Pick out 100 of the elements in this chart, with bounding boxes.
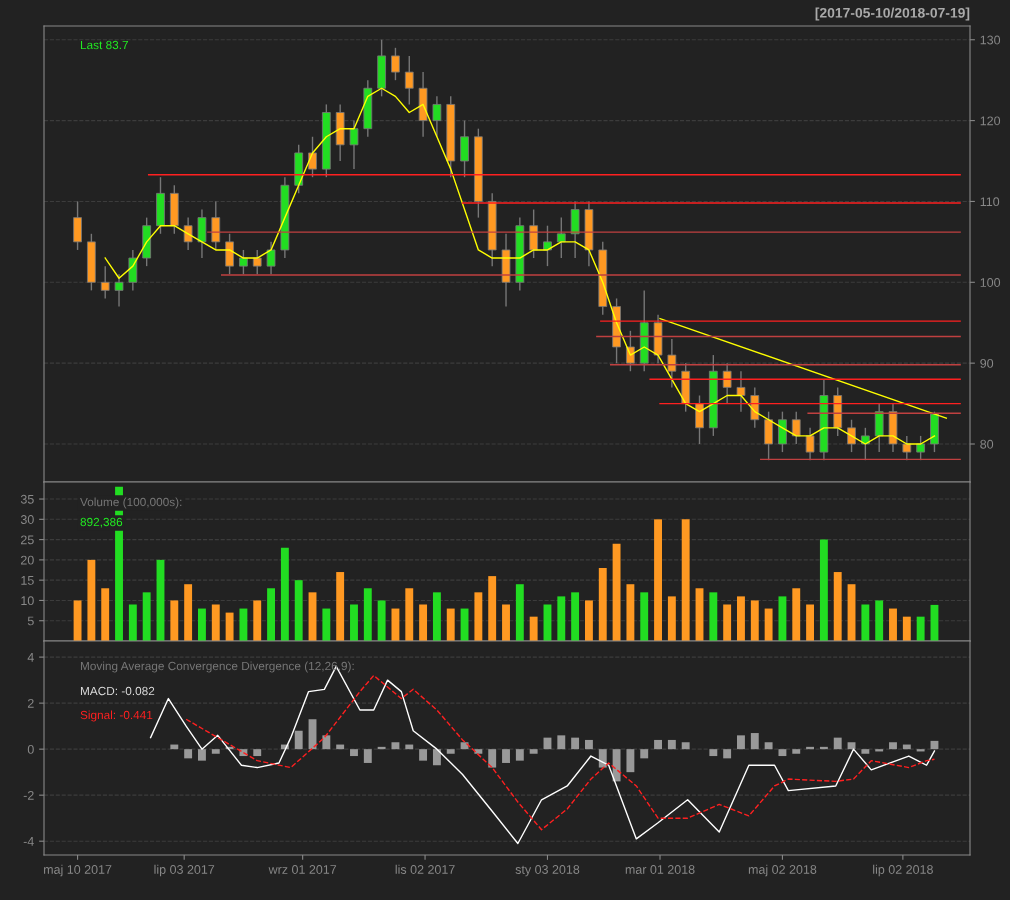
bar [280,547,289,641]
candlestick [902,435,912,461]
annotation: Last 83.7 [80,40,128,50]
bar [737,596,745,641]
bar [294,730,303,750]
bar [889,608,897,641]
bar [598,749,607,768]
x-tick-label: lip 03 2017 [154,864,215,877]
bar [377,600,386,641]
candlestick [860,427,870,461]
y-tick-label: 0 [27,744,34,754]
bar [889,742,897,750]
candlestick [100,265,110,300]
bar [861,749,870,754]
annotation: Volume (100,000s): [80,497,182,509]
candlestick [391,47,400,81]
bar [833,737,842,750]
bar [502,749,510,763]
bar [184,584,193,641]
candlestick [404,55,414,106]
y-tick-label: 30 [20,515,34,524]
bar [211,604,220,641]
x-tick-label: sty 03 2018 [515,865,580,877]
bar [502,604,510,641]
bar [667,739,676,750]
bar [515,749,524,761]
y-tick-label: 90 [980,358,994,368]
candlestick [791,410,801,445]
bar [557,596,566,641]
candlestick [722,362,732,405]
bar [681,519,690,641]
y-tick-label: 80 [980,439,994,449]
bar [253,749,262,757]
bar [723,604,732,641]
bar [626,584,635,641]
bar [764,608,773,641]
bar [819,539,828,641]
annotation: Signal: -0.441 [80,710,153,722]
bar [211,749,220,754]
bar [750,600,759,641]
candlestick [626,330,635,372]
candlestick [252,249,262,275]
bar [654,519,662,641]
bar [488,749,497,768]
bar [667,596,676,641]
candlestick [114,273,124,308]
bar [446,749,455,754]
bar [861,604,870,641]
bar [184,749,193,759]
candlestick [556,216,566,259]
bar [322,608,331,641]
y-tick-label: 4 [27,653,34,662]
bar [350,749,358,757]
bar [557,735,566,750]
bar [640,749,649,759]
bar [294,580,303,641]
candlestick [736,370,746,413]
bar [198,749,206,761]
bar [101,588,110,641]
bar [612,749,621,782]
y-tick-label: 110 [980,197,1000,207]
y-tick-label: 2 [27,698,34,708]
bar [916,616,925,641]
candlestick [667,338,677,389]
x-tick-label: maj 02 2018 [748,864,817,877]
candlestick [239,249,248,275]
bar [584,600,593,641]
bar [474,592,483,641]
bar [598,567,607,641]
bar [529,749,538,754]
bar [750,733,759,750]
bar [612,543,621,641]
bar [405,588,414,641]
bar [875,600,884,641]
y-tick-label: 5 [27,616,34,626]
annotation: MACD: -0.082 [80,686,155,696]
y-tick-label: 10 [21,596,34,606]
candlestick [308,136,317,178]
candlestick [543,225,552,267]
bar [419,604,428,641]
y-tick-label: 15 [21,576,34,585]
candlestick [805,427,815,461]
bar [488,576,497,641]
bar [571,592,580,641]
bar [709,749,718,757]
bar [778,596,787,641]
line-series [185,674,936,831]
bar [253,600,262,641]
bar [363,588,372,641]
bar [391,742,400,750]
x-tick-label: mar 01 2018 [625,865,695,874]
x-tick-label: maj 10 2017 [44,864,112,877]
y-tick-label: -2 [23,790,34,800]
bar [363,749,372,763]
y-tick-label: -4 [23,837,34,846]
bar [446,608,455,641]
bar [239,608,248,641]
bar [198,608,206,641]
bar [723,749,732,759]
y-tick-label: 35 [20,494,34,504]
